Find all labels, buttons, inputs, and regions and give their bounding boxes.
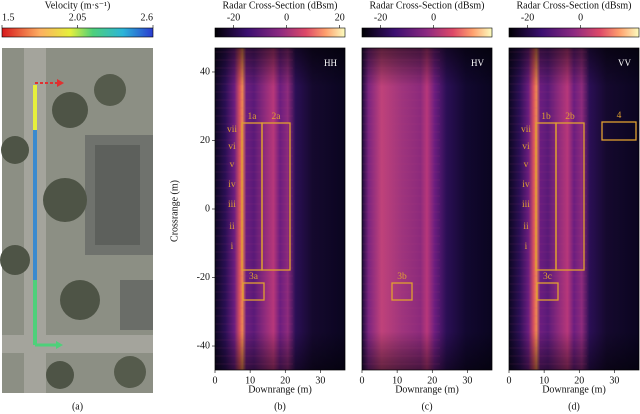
colorbar-tick-label: 0 xyxy=(578,12,583,23)
colorbar xyxy=(1,27,154,38)
annotation-label: 2b xyxy=(565,112,575,122)
plot-frame xyxy=(361,47,493,371)
annotation-box xyxy=(555,122,585,271)
annotation-box xyxy=(242,282,265,301)
row-numeral: vii xyxy=(521,125,531,135)
annotation-label: 3c xyxy=(543,272,552,282)
radar-image-fade xyxy=(215,48,345,370)
y-tick-label: 40 xyxy=(200,66,210,77)
annotation-box xyxy=(601,121,637,141)
row-numeral: iii xyxy=(522,200,530,210)
colorbar-tick-label: 1.5 xyxy=(2,12,15,23)
x-tick-label: 30 xyxy=(609,375,619,386)
annotation-box xyxy=(536,282,559,301)
x-tick-label: 0 xyxy=(360,375,365,386)
x-axis-title: Downrange (m) xyxy=(248,384,312,395)
y-tick-label: -40 xyxy=(197,340,210,351)
colorbar xyxy=(508,27,640,38)
annotation-box xyxy=(261,122,291,271)
polarization-label: HV xyxy=(471,58,484,68)
colorbar-tick-label: -20 xyxy=(227,12,240,23)
annotation-box xyxy=(391,282,413,301)
row-numeral: iii xyxy=(228,200,236,210)
polarization-label: HH xyxy=(324,58,337,68)
colorbar-tick-label: 20 xyxy=(335,12,345,23)
colorbar-tick-label: -20 xyxy=(374,12,387,23)
y-tick-label: 20 xyxy=(200,135,210,146)
x-axis-title: Downrange (m) xyxy=(542,384,606,395)
caption: (d) xyxy=(568,401,580,412)
x-tick-label: 30 xyxy=(462,375,472,386)
y-tick-label: -20 xyxy=(197,272,210,283)
x-tick-label: 10 xyxy=(392,375,402,386)
x-tick-label: 20 xyxy=(574,375,584,386)
caption: (c) xyxy=(421,401,432,412)
annotation-label: 1b xyxy=(541,112,551,122)
colorbar xyxy=(361,27,493,38)
x-tick-label: 10 xyxy=(245,375,255,386)
x-tick-label: 10 xyxy=(539,375,549,386)
colorbar xyxy=(214,27,346,38)
colorbar-tick-label: 2.05 xyxy=(69,12,87,23)
row-numeral: v xyxy=(524,160,529,170)
caption: (a) xyxy=(72,401,83,412)
row-numeral: iv xyxy=(522,180,530,190)
x-tick-label: 0 xyxy=(507,375,512,386)
row-numeral: i xyxy=(525,242,528,252)
colorbar-title: Radar Cross-Section (dBsm) xyxy=(223,0,338,11)
plot-frame xyxy=(508,47,640,371)
radar-image-fade xyxy=(362,48,492,370)
row-numeral: vii xyxy=(227,125,237,135)
x-tick-label: 0 xyxy=(213,375,218,386)
x-axis-title: Downrange (m) xyxy=(395,384,459,395)
annotation-label: 2a xyxy=(272,112,282,122)
y-tick-label: 0 xyxy=(205,203,210,214)
colorbar-title: Radar Cross-Section (dBsm) xyxy=(370,0,485,11)
map xyxy=(0,48,153,393)
caption: (b) xyxy=(274,401,286,412)
annotation-label: 1a xyxy=(248,112,258,122)
colorbar-tick-label: 0 xyxy=(431,12,436,23)
row-numeral: vi xyxy=(228,142,236,152)
x-tick-label: 20 xyxy=(280,375,290,386)
annotation-label: 3b xyxy=(397,272,407,282)
colorbar-tick-label: 0 xyxy=(284,12,289,23)
x-tick-label: 30 xyxy=(315,375,325,386)
row-numeral: iv xyxy=(228,180,236,190)
colorbar-title: Radar Cross-Section (dBsm) xyxy=(517,0,632,11)
radar-panel: Radar Cross-Section (dBsm)-20 0 VV 0 10 20 30D… xyxy=(507,0,640,412)
annotation-label: 3a xyxy=(249,272,259,282)
polarization-label: VV xyxy=(618,58,631,68)
annotation-label: 4 xyxy=(617,111,622,121)
radar-panel: Radar Cross-Section (dBsm)-20 0 HV 0 10 20 30D… xyxy=(360,0,493,412)
x-tick-label: 20 xyxy=(427,375,437,386)
row-numeral: v xyxy=(230,160,235,170)
row-numeral: vi xyxy=(522,142,530,152)
row-numeral: i xyxy=(231,242,234,252)
row-numeral: ii xyxy=(229,222,235,232)
colorbar-tick-label: -20 xyxy=(521,12,534,23)
y-axis-title: Crossrange (m) xyxy=(169,180,180,242)
colorbar-title: Velocity (m·s⁻¹) xyxy=(45,0,111,11)
radar-image-fade xyxy=(509,48,639,370)
colorbar-tick-label: 2.6 xyxy=(141,12,154,23)
row-numeral: ii xyxy=(523,222,529,232)
